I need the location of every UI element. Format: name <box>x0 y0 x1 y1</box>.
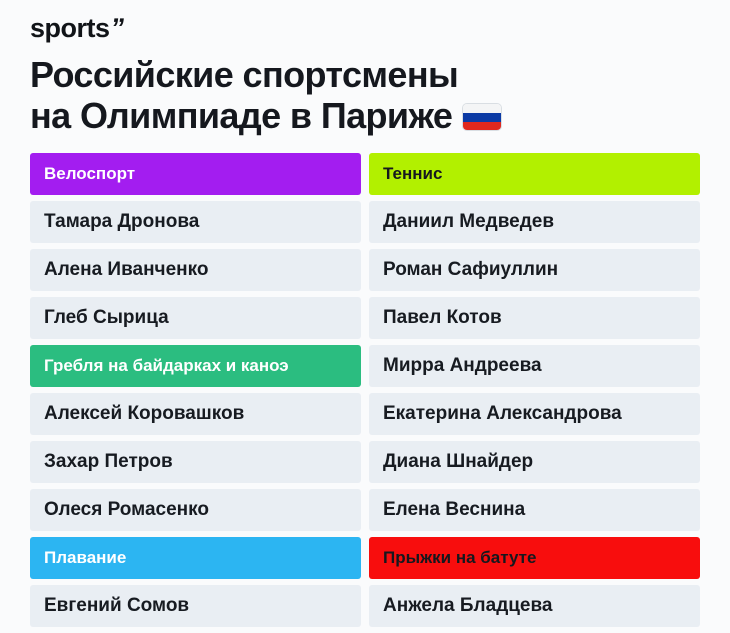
page-title: Российские спортсмены на Олимпиаде в Пар… <box>30 54 700 137</box>
category-header: Прыжки на батуте <box>369 536 700 579</box>
athlete-row: Тамара Дронова <box>30 200 361 243</box>
athlete-row: Глеб Сырица <box>30 296 361 339</box>
russia-flag-icon <box>462 103 503 132</box>
athlete-row: Алена Иванченко <box>30 248 361 291</box>
athlete-row: Роман Сафиуллин <box>369 248 700 291</box>
athlete-row: Захар Петров <box>30 440 361 483</box>
logo: sports” <box>30 13 700 43</box>
title-line2: на Олимпиаде в Париже <box>30 95 453 137</box>
athlete-row: Олеся Ромасенко <box>30 488 361 531</box>
athlete-row: Анжела Бладцева <box>369 584 700 627</box>
athlete-row: Даниил Медведев <box>369 200 700 243</box>
title-line1: Российские спортсмены <box>30 54 459 95</box>
category-header: Теннис <box>369 152 700 195</box>
athlete-row: Павел Котов <box>369 296 700 339</box>
category-header: Велоспорт <box>30 152 361 195</box>
table-column-left: Велоспорт Тамара Дронова Алена Иванченко Гл… <box>30 152 361 633</box>
athlete-row: Алексей Коровашков <box>30 392 361 435</box>
athlete-row: Диана Шнайдер <box>369 440 700 483</box>
infographic: sports” Российские спортсмены на Олимпиа… <box>30 13 700 627</box>
table-column-right: Теннис Даниил Медведев Роман Сафиуллин Паве… <box>369 152 700 633</box>
athlete-row: Елена Веснина <box>369 488 700 531</box>
athlete-row: Мирра Андреева <box>369 344 700 387</box>
logo-mark-icon: ” <box>108 13 126 43</box>
athletes-table: Велоспорт Тамара Дронова Алена Иванченко Гл… <box>30 152 700 633</box>
category-header: Плавание <box>30 536 361 579</box>
category-header: Гребля на байдарках и каноэ <box>30 344 361 387</box>
athlete-row: Екатерина Александрова <box>369 392 700 435</box>
logo-text: sports <box>30 13 110 43</box>
athlete-row: Евгений Сомов <box>30 584 361 627</box>
